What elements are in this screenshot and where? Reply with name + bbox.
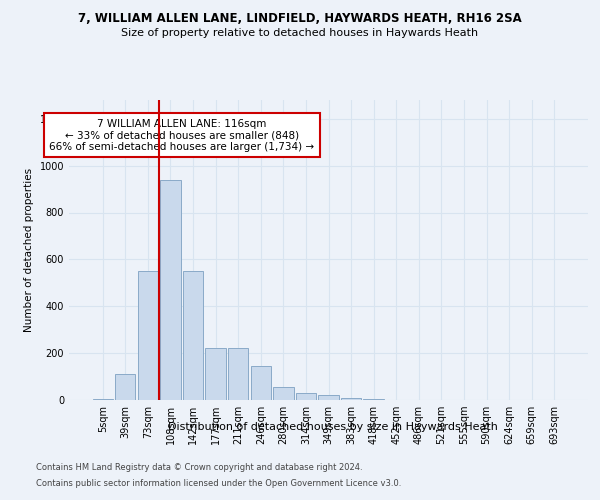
Text: Contains public sector information licensed under the Open Government Licence v3: Contains public sector information licen… (36, 478, 401, 488)
Bar (138, 271, 158, 400)
Bar (251, 366, 271, 400)
Bar (364, 399, 384, 400)
Text: 7, WILLIAM ALLEN LANE, LINDFIELD, HAYWARDS HEATH, RH16 2SA: 7, WILLIAM ALLEN LANE, LINDFIELD, HAYWAR… (78, 12, 522, 26)
Bar (273, 387, 293, 400)
Bar (319, 395, 338, 400)
Text: Distribution of detached houses by size in Haywards Heath: Distribution of detached houses by size … (168, 422, 498, 432)
Text: 7 WILLIAM ALLEN LANE: 116sqm
← 33% of detached houses are smaller (848)
66% of s: 7 WILLIAM ALLEN LANE: 116sqm ← 33% of de… (49, 118, 314, 152)
Bar (183, 271, 203, 400)
Bar (115, 374, 136, 400)
Bar (205, 348, 226, 400)
Y-axis label: Number of detached properties: Number of detached properties (24, 168, 34, 332)
Bar (341, 398, 361, 400)
Bar (228, 348, 248, 400)
Text: Contains HM Land Registry data © Crown copyright and database right 2024.: Contains HM Land Registry data © Crown c… (36, 464, 362, 472)
Bar (160, 180, 181, 400)
Text: Size of property relative to detached houses in Haywards Heath: Size of property relative to detached ho… (121, 28, 479, 38)
Bar (92, 399, 113, 400)
Bar (296, 392, 316, 400)
